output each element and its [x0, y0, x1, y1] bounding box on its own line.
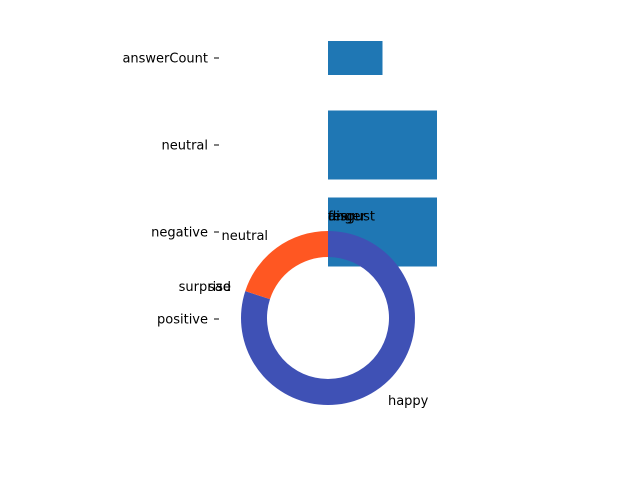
- bar-answerCount: [328, 41, 383, 75]
- y-tick-label-neutral: neutral: [162, 139, 209, 154]
- slice-happy: [241, 231, 416, 405]
- slice-label-anger: anger: [328, 210, 366, 225]
- slice-neutral: [245, 231, 328, 300]
- bar-chart-y-axis: positive negative neutral answerCount: [122, 52, 219, 328]
- donut-chart: [241, 231, 416, 405]
- y-tick-label-answerCount: answerCount: [122, 52, 208, 67]
- slice-label-fear: fear: [328, 210, 355, 225]
- y-tick-label-negative: negative: [151, 226, 208, 241]
- slice-label-surprise: surprise: [179, 280, 231, 295]
- y-tick-label-positive: positive: [157, 313, 208, 328]
- slice-label-neutral: neutral: [222, 229, 269, 244]
- slice-label-sad: sad: [208, 280, 231, 295]
- slice-label-disgust: disgust: [328, 210, 375, 225]
- slice-label-happy: happy: [388, 394, 429, 409]
- bar-neutral: [328, 110, 437, 180]
